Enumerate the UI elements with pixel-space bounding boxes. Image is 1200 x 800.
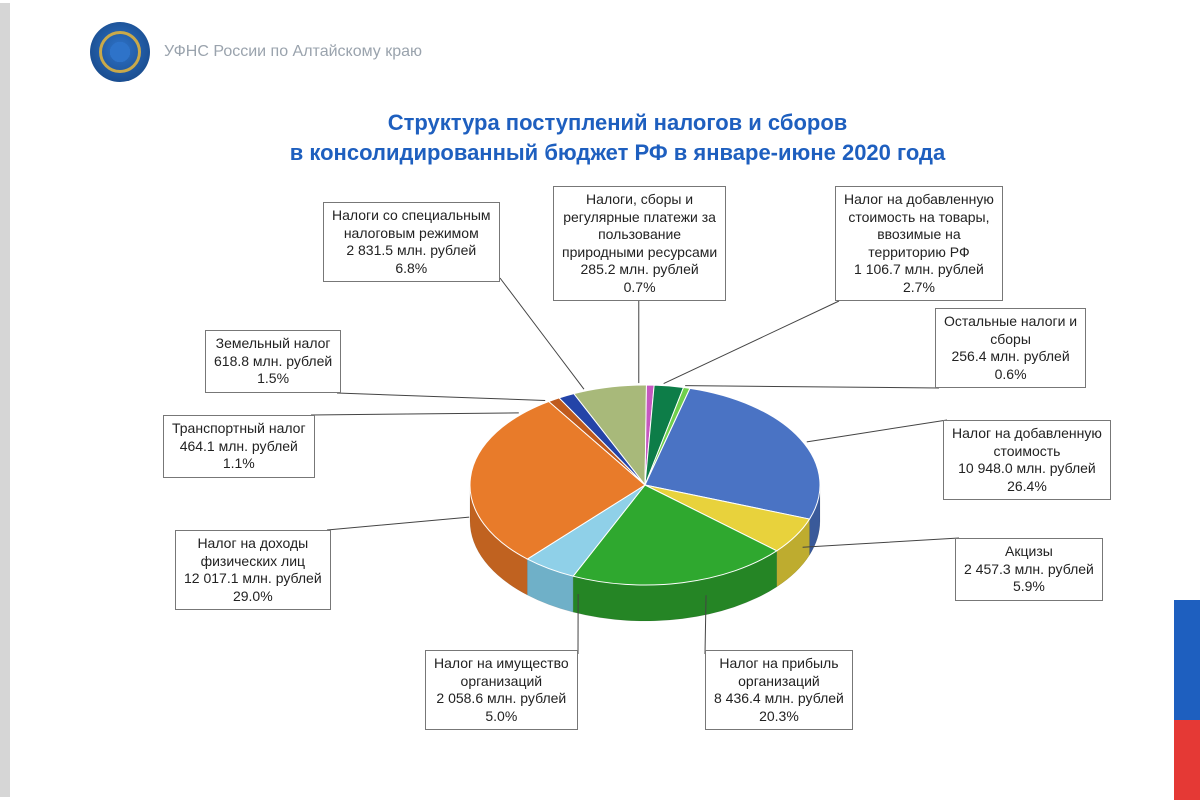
pie-callout: Налоги со специальнымналоговым режимом2 … (323, 202, 500, 282)
pie-callout: Налоги, сборы ирегулярные платежи заполь… (553, 186, 726, 301)
fns-logo-icon (90, 22, 150, 82)
pie-callout: Налог на имуществоорганизаций2 058.6 млн… (425, 650, 578, 730)
pie-callout: Земельный налог618.8 млн. рублей1.5% (205, 330, 341, 393)
pie-callout: Акцизы2 457.3 млн. рублей5.9% (955, 538, 1103, 601)
left-margin (0, 0, 35, 800)
pie-callout: Налог на добавленнуюстоимость10 948.0 мл… (943, 420, 1111, 500)
pie-callout: Транспортный налог464.1 млн. рублей1.1% (163, 415, 315, 478)
pie-callout: Налог на доходыфизических лиц12 017.1 мл… (175, 530, 331, 610)
content-area: УФНС России по Алтайскому краю Структура… (35, 0, 1200, 800)
pie-callout: Остальные налоги исборы256.4 млн. рублей… (935, 308, 1086, 388)
title-line-2: в консолидированный бюджет РФ в январе-и… (290, 140, 945, 165)
corner-accent-red (1174, 720, 1200, 800)
pie-callout: Налог на добавленнуюстоимость на товары,… (835, 186, 1003, 301)
header: УФНС России по Алтайскому краю (90, 22, 422, 82)
pie-callout: Налог на прибыльорганизаций8 436.4 млн. … (705, 650, 853, 730)
org-name: УФНС России по Алтайскому краю (164, 43, 422, 61)
title-line-1: Структура поступлений налогов и сборов (388, 110, 848, 135)
chart-title: Структура поступлений налогов и сборов в… (35, 108, 1200, 167)
pie-chart: Налоги со специальнымналоговым режимом2 … (95, 180, 1160, 785)
left-accent-bar (0, 3, 10, 797)
